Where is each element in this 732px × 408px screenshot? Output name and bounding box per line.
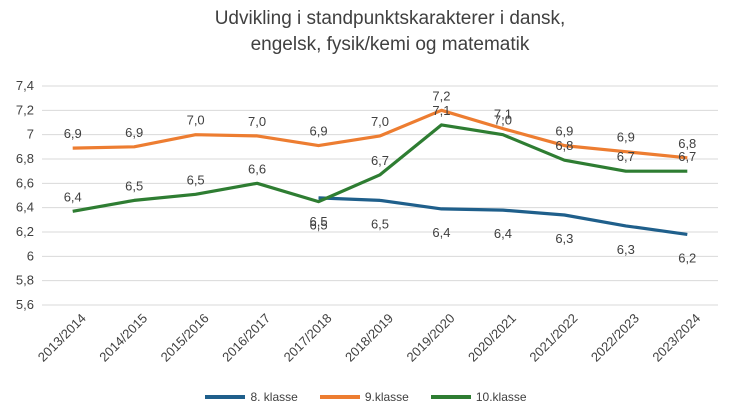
data-label: 6,9 [555, 124, 573, 139]
data-label: 7,0 [187, 113, 205, 128]
x-axis: 2013/2014 2014/2015 2015/2016 2016/2017 2017… [35, 311, 704, 365]
data-label: 6,5 [310, 214, 328, 229]
data-label: 6,9 [125, 125, 143, 140]
x-tick-label: 2015/2016 [158, 311, 212, 365]
y-tick-label: 6,8 [16, 151, 34, 166]
data-label: 6,9 [617, 130, 635, 145]
y-tick-label: 5,8 [16, 273, 34, 288]
legend-label: 10.klasse [475, 390, 527, 404]
series-lines [72, 108, 688, 236]
y-tick-label: 6 [27, 248, 34, 263]
data-label: 7,0 [248, 114, 266, 129]
data-label: 7,1 [494, 107, 512, 122]
data-label: 7,2 [432, 88, 450, 103]
legend-swatch [319, 395, 360, 399]
x-tick-label: 2014/2015 [96, 311, 150, 365]
series-line-2 [72, 108, 688, 160]
series-line-1 [318, 196, 688, 236]
y-tick-label: 6,4 [16, 200, 34, 215]
legend-swatch [430, 395, 471, 399]
y-tick-label: 6,6 [16, 175, 34, 190]
y-tick-label: 7 [27, 127, 34, 142]
data-label: 6,5 [371, 216, 389, 231]
data-label: 6,3 [617, 242, 635, 257]
x-tick-label: 2018/2019 [342, 311, 396, 365]
data-label: 6,7 [678, 149, 696, 164]
legend-label: 9.klasse [364, 390, 409, 404]
legend: 8. klasse 9.klasse 10.klasse [0, 388, 732, 406]
data-label: 6,4 [494, 226, 512, 241]
data-label: 6,5 [187, 172, 205, 187]
x-tick-label: 2021/2022 [526, 311, 580, 365]
y-axis: 5,6 5,8 6 6,2 6,4 6,6 6,8 7 7,2 7,4 [16, 78, 34, 312]
data-label: 6,5 [125, 178, 143, 193]
data-label: 6,3 [555, 231, 573, 246]
data-label: 6,7 [617, 149, 635, 164]
gridlines [42, 85, 718, 306]
data-label: 7,0 [371, 114, 389, 129]
x-tick-label: 2016/2017 [219, 311, 273, 365]
x-tick-label: 2020/2021 [465, 311, 519, 365]
x-tick-label: 2013/2014 [35, 311, 89, 365]
x-tick-label: 2019/2020 [404, 311, 458, 365]
y-tick-label: 7,4 [16, 78, 34, 93]
data-label: 6,4 [64, 189, 82, 204]
y-tick-label: 6,2 [16, 224, 34, 239]
y-tick-label: 7,2 [16, 102, 34, 117]
data-labels: 6,5 6,56,4 6,4 6,36,36,26,9 6,97,0 7,06,97,07… [64, 88, 697, 265]
y-tick-label: 5,6 [16, 297, 34, 312]
data-label: 6,5 [310, 218, 328, 233]
data-label: 6,6 [248, 161, 266, 176]
legend-item: 10.klasse [430, 388, 527, 406]
legend-item: 8. klasse [205, 388, 298, 406]
legend-swatch [205, 395, 246, 399]
legend-item: 9.klasse [319, 388, 409, 406]
data-label: 6,8 [555, 138, 573, 153]
data-label: 7,1 [432, 103, 450, 118]
data-label: 6,2 [678, 250, 696, 265]
data-label: 6,4 [432, 225, 450, 240]
data-label: 6,8 [678, 136, 696, 151]
legend-label: 8. klasse [250, 390, 298, 404]
data-label: 6,7 [371, 153, 389, 168]
chart-title: Udvikling i standpunktskarakterer i dans… [214, 8, 566, 55]
line-chart: 5,6 5,8 6 6,2 6,4 6,6 6,8 7 7,2 7,4 2013/2014 2014… [16, 78, 718, 365]
data-label: 6,9 [64, 126, 82, 141]
x-tick-label: 2017/2018 [281, 311, 335, 365]
data-label: 6,9 [310, 124, 328, 139]
series-line-3 [72, 123, 688, 213]
x-tick-label: 2022/2023 [588, 311, 642, 365]
data-label: 7,0 [494, 113, 512, 128]
x-tick-label: 2023/2024 [649, 311, 703, 365]
